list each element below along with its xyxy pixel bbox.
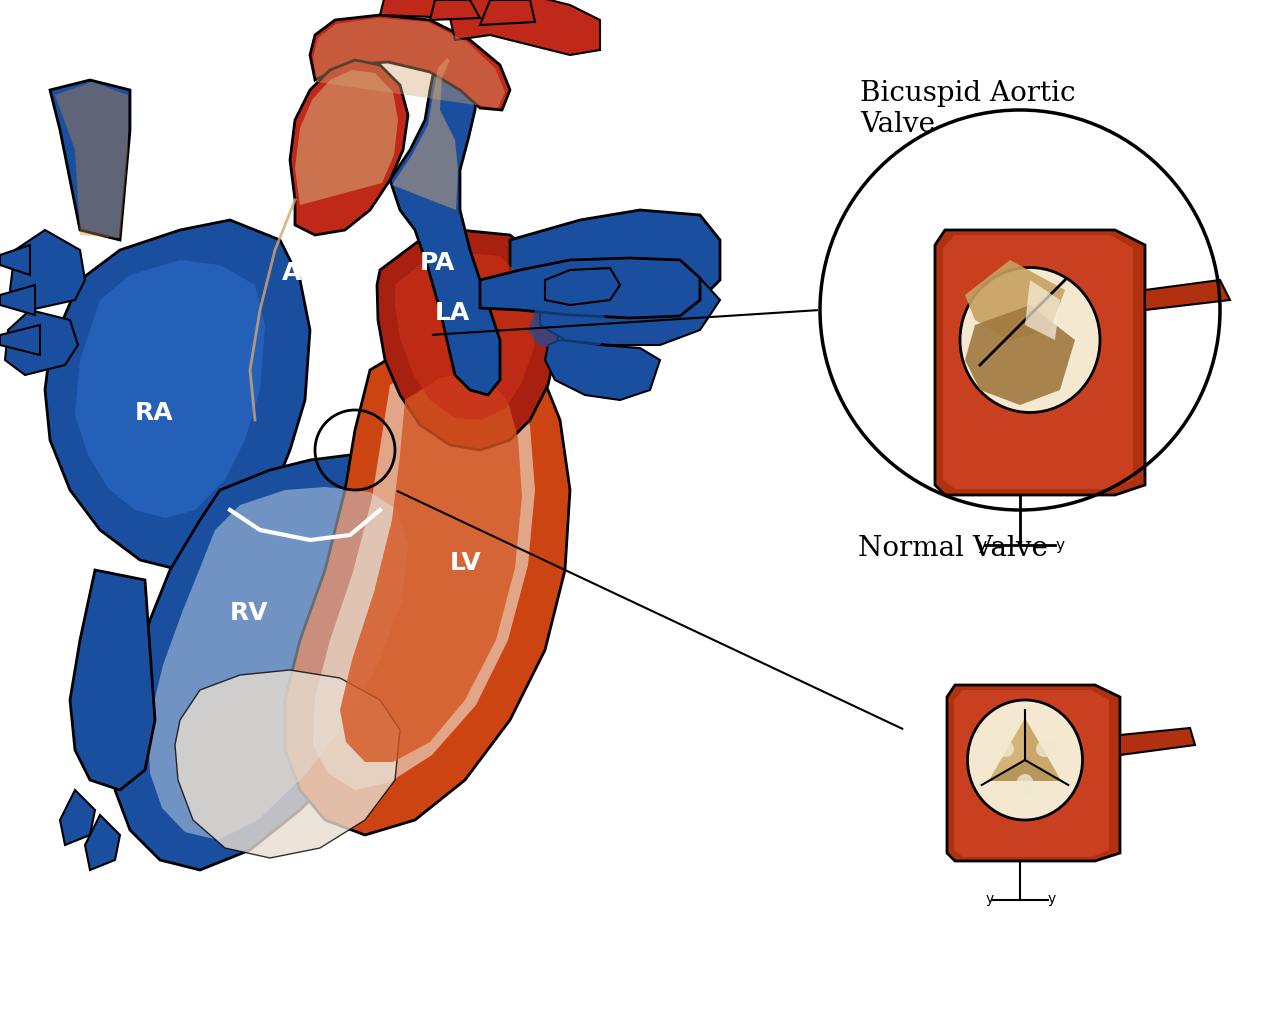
Polygon shape xyxy=(115,455,445,870)
Text: RV: RV xyxy=(230,601,269,625)
Polygon shape xyxy=(430,0,479,20)
Polygon shape xyxy=(935,230,1145,495)
Polygon shape xyxy=(479,258,700,318)
Polygon shape xyxy=(50,80,130,240)
Polygon shape xyxy=(544,340,660,400)
Polygon shape xyxy=(988,718,1025,781)
Text: y: y xyxy=(978,538,987,553)
Text: Bicuspid Aortic
Valve: Bicuspid Aortic Valve xyxy=(861,80,1076,139)
Polygon shape xyxy=(295,70,398,205)
Polygon shape xyxy=(479,0,536,25)
Text: AO: AO xyxy=(282,261,323,286)
Polygon shape xyxy=(391,58,458,210)
Polygon shape xyxy=(75,260,265,518)
Polygon shape xyxy=(312,352,536,790)
Text: LA: LA xyxy=(435,301,470,325)
Polygon shape xyxy=(70,570,156,790)
Polygon shape xyxy=(544,268,620,305)
Polygon shape xyxy=(310,15,510,110)
Text: LV: LV xyxy=(450,551,482,575)
Polygon shape xyxy=(450,0,601,55)
Polygon shape xyxy=(60,790,96,845)
Text: y: y xyxy=(1048,892,1056,906)
Polygon shape xyxy=(380,0,460,18)
Polygon shape xyxy=(289,60,408,235)
Polygon shape xyxy=(45,220,310,570)
Polygon shape xyxy=(947,685,1119,861)
Polygon shape xyxy=(0,286,34,315)
Text: Normal Valve: Normal Valve xyxy=(858,535,1048,562)
Ellipse shape xyxy=(968,700,1082,820)
Ellipse shape xyxy=(993,738,1014,757)
Polygon shape xyxy=(965,305,1075,405)
Polygon shape xyxy=(340,372,521,762)
Polygon shape xyxy=(0,245,31,275)
Polygon shape xyxy=(10,230,85,310)
Polygon shape xyxy=(1145,280,1230,310)
Polygon shape xyxy=(85,815,120,870)
Polygon shape xyxy=(148,487,408,840)
Ellipse shape xyxy=(1016,774,1034,796)
Polygon shape xyxy=(395,252,534,420)
Ellipse shape xyxy=(1037,738,1057,757)
Polygon shape xyxy=(965,260,1065,340)
Text: PA: PA xyxy=(419,251,455,275)
Polygon shape xyxy=(1025,718,1061,781)
Polygon shape xyxy=(541,270,720,345)
Polygon shape xyxy=(55,82,128,238)
Polygon shape xyxy=(1025,280,1060,340)
Text: RA: RA xyxy=(135,401,173,425)
Polygon shape xyxy=(954,690,1109,857)
Polygon shape xyxy=(175,670,400,858)
Polygon shape xyxy=(312,18,505,108)
Polygon shape xyxy=(5,310,78,375)
Polygon shape xyxy=(390,55,500,395)
Polygon shape xyxy=(0,325,40,355)
Polygon shape xyxy=(944,235,1133,489)
Polygon shape xyxy=(510,210,720,312)
Polygon shape xyxy=(286,330,570,835)
Polygon shape xyxy=(377,230,558,450)
Polygon shape xyxy=(528,308,615,350)
Text: y: y xyxy=(1054,538,1065,553)
Polygon shape xyxy=(1119,728,1195,755)
Ellipse shape xyxy=(960,267,1100,413)
Text: y: y xyxy=(986,892,994,906)
Polygon shape xyxy=(988,760,1061,781)
